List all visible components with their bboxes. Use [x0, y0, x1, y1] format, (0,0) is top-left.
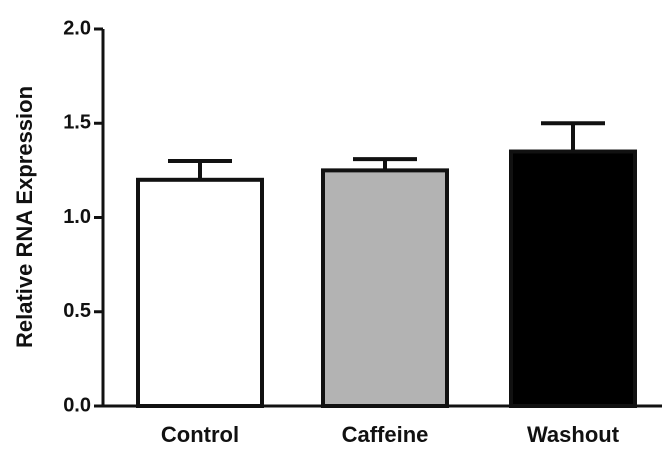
y-tick-label: 1.5 [63, 112, 91, 134]
y-tick-label: 1.0 [63, 206, 91, 228]
bar [321, 168, 449, 408]
y-tick-label: 0.5 [63, 300, 91, 322]
y-tick-label: 2.0 [63, 17, 91, 39]
y-tick-label: 0.0 [63, 394, 91, 416]
x-tick-label: Control [161, 422, 239, 447]
y-axis-label: Relative RNA Expression [12, 86, 37, 348]
bar [136, 177, 264, 408]
bar [509, 149, 637, 408]
x-tick-label: Washout [527, 422, 620, 447]
x-tick-label: Caffeine [342, 422, 429, 447]
